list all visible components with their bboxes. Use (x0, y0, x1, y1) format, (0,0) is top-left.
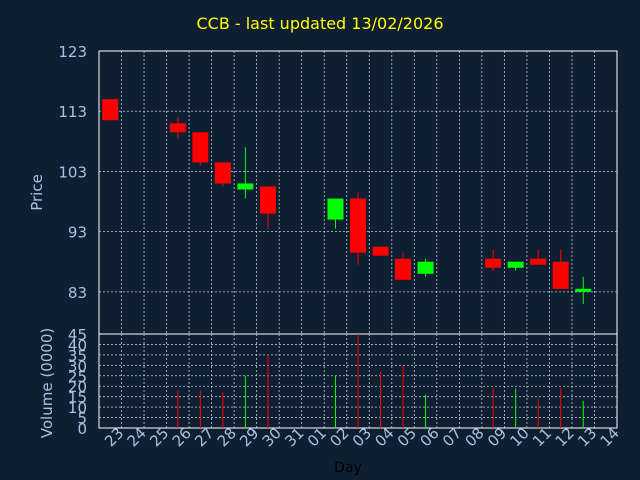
candle-body (214, 162, 231, 184)
candle-body (530, 258, 547, 265)
volume-tick-label: 45 (68, 326, 87, 344)
candle-body (169, 123, 186, 133)
candle-body (507, 261, 524, 268)
candle-body (575, 288, 592, 292)
candle-body (102, 99, 119, 121)
volume-tick-label: 15 (68, 389, 87, 407)
candle-body (395, 258, 412, 280)
candle-body (192, 132, 209, 163)
volume-tick-label: 35 (68, 347, 87, 365)
x-axis-label: Day (334, 460, 362, 476)
candle-body (237, 183, 254, 190)
candle-body (350, 198, 366, 253)
volume-tick-label: 10 (68, 399, 87, 417)
price-tick-label: 113 (58, 103, 87, 121)
candle-body (417, 261, 434, 274)
price-tick-label: 103 (58, 163, 87, 181)
volume-tick-label: 40 (68, 336, 87, 354)
volume-tick-label: 0 (77, 420, 87, 438)
candle-body (327, 198, 344, 220)
candle-body (259, 186, 276, 214)
price-tick-label: 93 (68, 224, 87, 242)
volume-tick-label: 5 (77, 410, 87, 428)
volume-tick-label: 20 (68, 378, 87, 396)
chart-title: CCB - last updated 13/02/2026 (196, 14, 444, 33)
price-tick-label: 83 (68, 284, 87, 302)
price-tick-label: 123 (58, 43, 87, 61)
volume-tick-label: 30 (68, 357, 87, 375)
volume-tick-label: 25 (68, 368, 87, 386)
candle-body (372, 246, 389, 256)
price-axis-label: Price (28, 174, 46, 211)
candle-body (485, 258, 502, 268)
candle-body (552, 261, 569, 289)
volume-axis-label: Volume (0000) (38, 328, 56, 438)
